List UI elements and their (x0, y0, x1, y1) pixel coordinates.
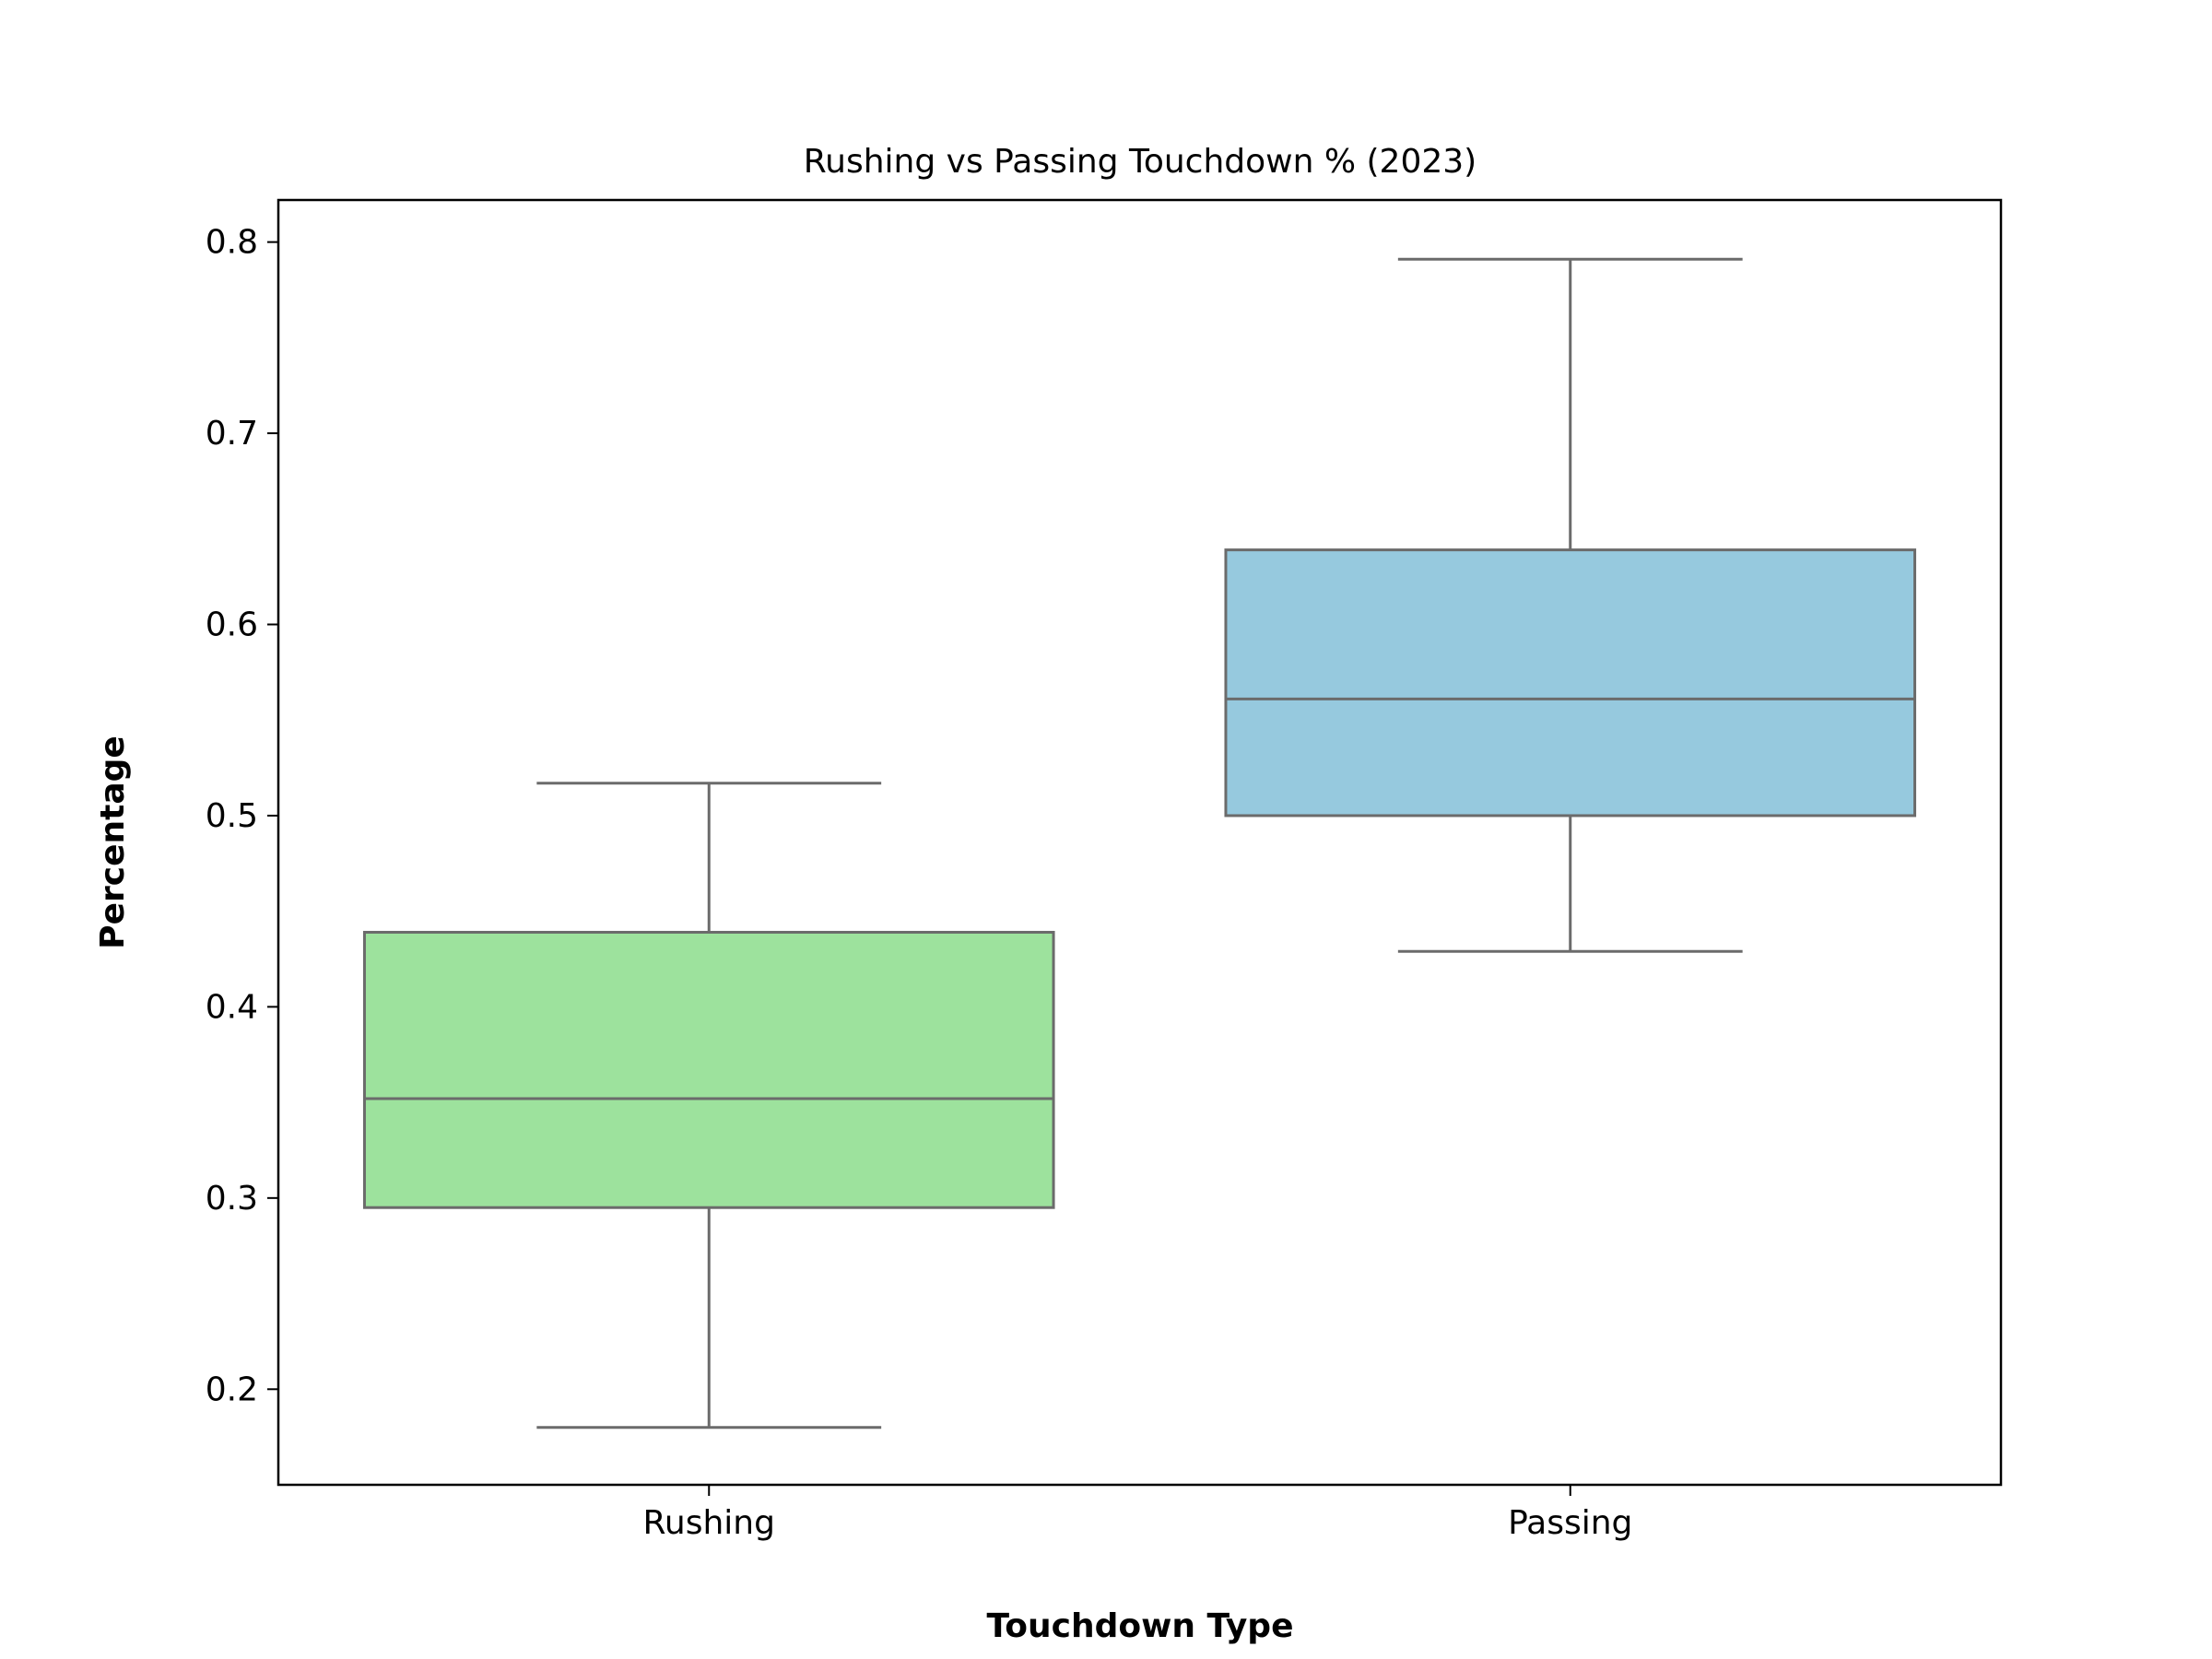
box-series (362, 257, 1917, 1430)
x-tick-label: Rushing (643, 1504, 775, 1542)
iqr-box-passing (1224, 548, 1917, 818)
y-tick-label: 0.7 (206, 415, 258, 453)
chart-title: Rushing vs Passing Touchdown % (2023) (804, 143, 1477, 181)
y-tick-label: 0.3 (206, 1180, 258, 1218)
x-axis-label: Touchdown Type (987, 1607, 1294, 1645)
y-axis: 0.2 0.3 0.4 0.5 0.6 0.7 0.8 (206, 224, 278, 1408)
y-tick-label: 0.8 (206, 224, 258, 262)
y-tick-label: 0.5 (206, 797, 258, 835)
box-passing (1224, 257, 1917, 953)
y-tick-label: 0.4 (206, 988, 258, 1026)
x-tick-label: Passing (1508, 1504, 1632, 1542)
y-tick-label: 0.2 (206, 1371, 258, 1408)
y-axis-label: Percentage (94, 735, 132, 949)
x-axis: Rushing Passing (643, 1485, 1632, 1542)
iqr-box-rushing (362, 930, 1055, 1209)
plot-frame (276, 198, 2003, 1487)
y-tick-label: 0.6 (206, 606, 258, 644)
box-rushing (362, 782, 1055, 1430)
